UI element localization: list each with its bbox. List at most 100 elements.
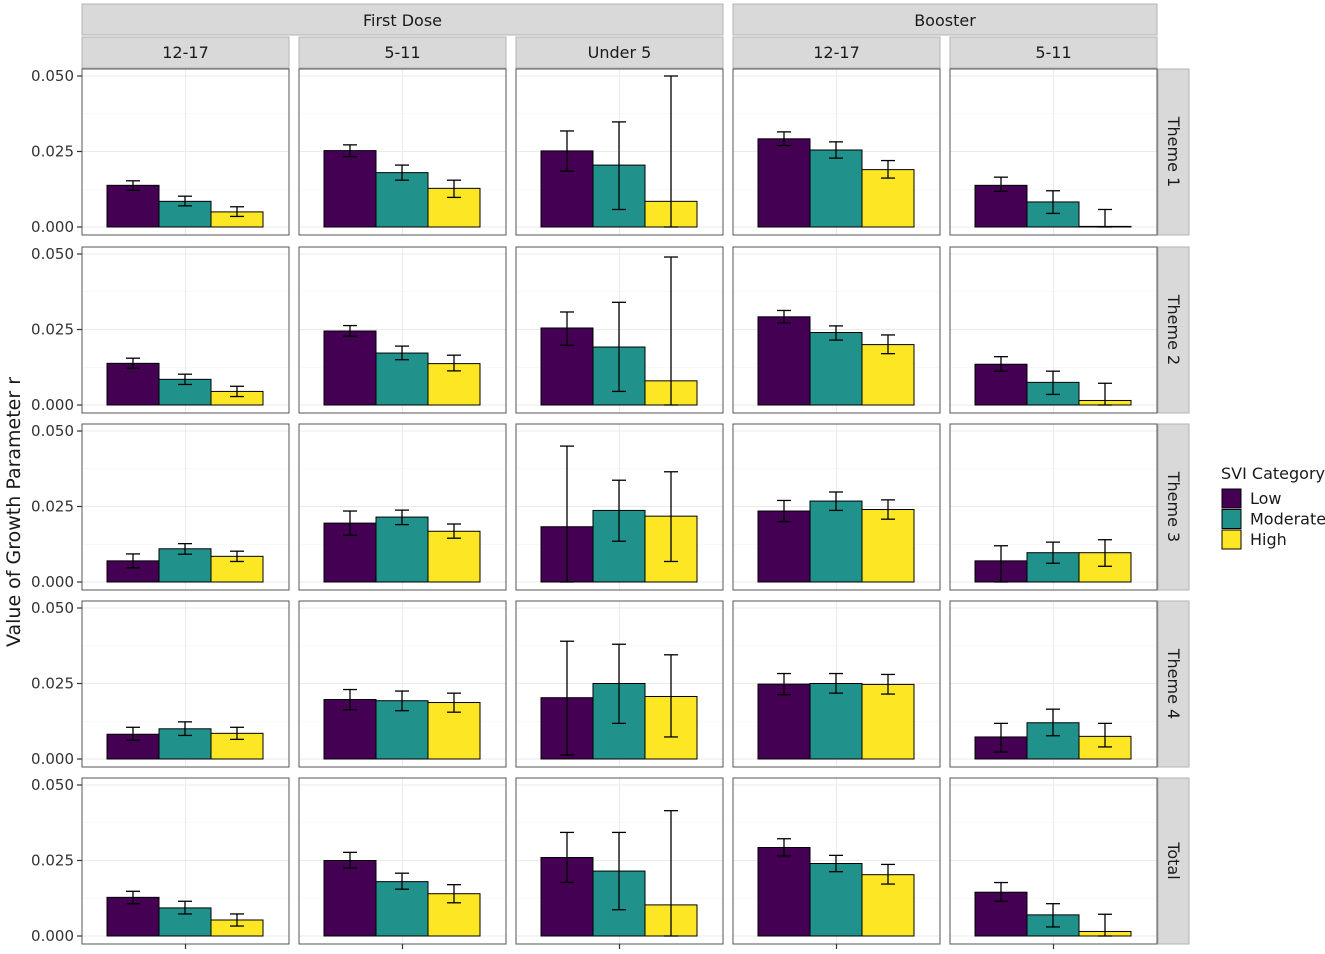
legend-swatch-low	[1221, 488, 1242, 509]
error-bar	[1098, 913, 1112, 937]
error-bar	[664, 75, 678, 228]
column-strip-label: 5-11	[384, 43, 420, 62]
error-bar	[126, 357, 140, 369]
y-tick-label: 0.000	[31, 218, 74, 236]
error-bar	[994, 356, 1008, 372]
row-strip-label: Theme 1	[1164, 116, 1183, 187]
error-bar	[343, 851, 357, 869]
bar-high	[861, 509, 915, 583]
bar-low	[106, 362, 160, 406]
error-bar	[612, 301, 626, 393]
legend-swatch-high	[1221, 529, 1242, 550]
legend-swatch-moderate	[1221, 509, 1242, 529]
error-bar	[343, 510, 357, 536]
error-bar	[612, 479, 626, 542]
row-strip	[1157, 68, 1190, 236]
y-tick-label: 0.050	[31, 422, 74, 440]
error-bar	[178, 900, 192, 915]
error-bar	[126, 726, 140, 741]
error-bar	[447, 354, 461, 372]
error-bar	[881, 334, 895, 355]
row-strip-label: Theme 3	[1164, 471, 1183, 542]
error-bar	[230, 206, 244, 218]
error-bar	[994, 176, 1008, 193]
error-bar	[994, 881, 1008, 902]
bar-high	[427, 530, 481, 583]
error-bar	[1046, 903, 1060, 928]
panel-border	[949, 68, 1158, 236]
panel-border	[949, 600, 1158, 768]
error-bar	[664, 471, 678, 563]
error-bar	[829, 854, 843, 873]
bar-moderate	[375, 172, 429, 228]
error-bar	[126, 890, 140, 905]
panel-border	[515, 600, 724, 768]
column-strip	[949, 36, 1158, 69]
error-bar	[178, 195, 192, 207]
legend-title: SVI Category	[1221, 464, 1325, 483]
error-bar	[664, 256, 678, 406]
error-bar	[829, 491, 843, 512]
bar-moderate	[809, 683, 863, 760]
bars-layer	[106, 138, 1132, 937]
bar-moderate	[1026, 201, 1080, 228]
error-bar	[994, 545, 1008, 583]
error-bar	[1046, 190, 1060, 215]
error-bar	[1098, 722, 1112, 748]
group-strip-label: Booster	[914, 11, 976, 30]
error-bar	[664, 654, 678, 738]
y-tick-label: 0.050	[31, 776, 74, 794]
y-tick-label: 0.025	[31, 675, 74, 693]
error-bar	[447, 523, 461, 539]
y-tick-label: 0.025	[31, 321, 74, 339]
column-strip-label: 5-11	[1035, 43, 1071, 62]
bar-high	[861, 344, 915, 406]
y-axis-title: Value of Growth Parameter r	[3, 377, 25, 647]
bar-moderate	[375, 516, 429, 583]
y-tick-label: 0.000	[31, 927, 74, 945]
panel-border	[732, 246, 941, 414]
error-bar	[1046, 541, 1060, 564]
error-bar	[777, 131, 791, 147]
panel-border	[949, 423, 1158, 591]
error-bar	[881, 159, 895, 179]
error-bar	[560, 640, 574, 756]
error-bar	[178, 373, 192, 386]
error-bar	[612, 121, 626, 211]
strip-layer: Theme 1 Theme 2 Theme 3 Theme 4 Total First D…	[81, 3, 1190, 945]
panel-border	[298, 423, 507, 591]
row-strip	[1157, 600, 1190, 768]
y-tick-label: 0.025	[31, 143, 74, 161]
error-bar	[395, 872, 409, 890]
bar-moderate	[809, 332, 863, 406]
error-bar	[664, 810, 678, 937]
error-bar	[395, 690, 409, 712]
error-bar	[1098, 539, 1112, 567]
column-strip-label: Under 5	[588, 43, 652, 62]
error-bar	[447, 692, 461, 713]
error-bar	[881, 673, 895, 695]
row-strip	[1157, 423, 1190, 591]
y-tick-label: 0.025	[31, 498, 74, 516]
row-strip-label: Theme 2	[1164, 294, 1183, 365]
error-bar	[395, 164, 409, 181]
error-bar	[777, 672, 791, 696]
error-bar	[560, 445, 574, 583]
error-bar	[612, 643, 626, 725]
panel-border	[298, 68, 507, 236]
error-bar	[447, 179, 461, 199]
error-bar	[881, 863, 895, 885]
column-strip-label: 12-17	[162, 43, 209, 62]
legend-label-low: Low	[1250, 489, 1282, 508]
error-bar	[343, 144, 357, 158]
bar-low	[757, 847, 811, 937]
error-bars-layer	[126, 75, 1112, 937]
panel-border	[298, 246, 507, 414]
column-strip	[515, 36, 724, 69]
legend-label-high: High	[1250, 530, 1287, 549]
y-tick-label: 0.050	[31, 245, 74, 263]
y-tick-label: 0.000	[31, 750, 74, 768]
row-strip	[1157, 777, 1190, 945]
